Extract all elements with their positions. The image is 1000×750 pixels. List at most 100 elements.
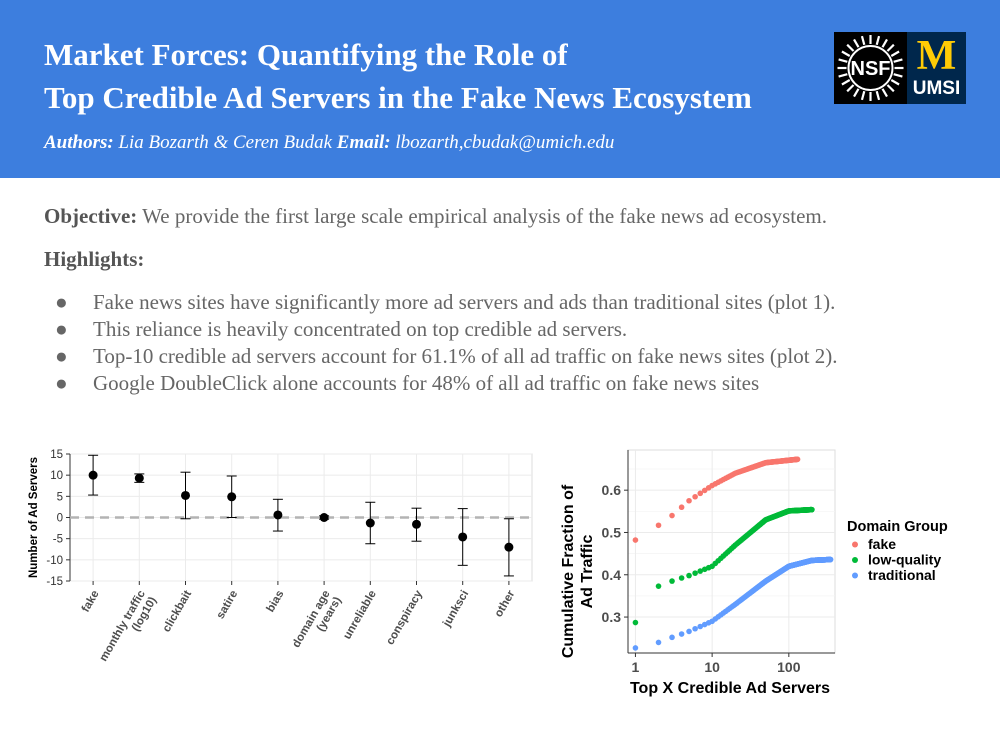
chart1-x-tick-label: monthly traffic(log10) <box>98 588 160 665</box>
chart1-x-tick-label: domain age(years) <box>290 588 344 656</box>
chart2-point <box>669 634 675 641</box>
nsf-ray-icon <box>875 35 881 46</box>
chart2-point <box>697 490 704 497</box>
chart1-x-tick-label-line: conspiracy <box>384 588 425 647</box>
chart1-x-tick-label: other <box>493 588 518 619</box>
chart2-x-tick-label: 1 <box>632 659 640 675</box>
chart2-point <box>827 556 834 563</box>
chart2-y-tick-labels: 0.3 0.4 0.5 0.6 <box>602 482 628 625</box>
chart1-x-tick-label: junksci <box>441 589 472 630</box>
chart2-point <box>678 631 685 637</box>
nsf-ray-icon <box>860 90 866 101</box>
email-label: Email: <box>336 132 391 153</box>
title-line-2: Top Credible Ad Servers in the Fake News… <box>44 80 752 115</box>
highlight-text: Top-10 credible ad servers account for 6… <box>93 344 838 368</box>
nsf-ray-icon <box>846 43 855 52</box>
highlight-text: This reliance is heavily concentrated on… <box>93 317 628 341</box>
chart2-point <box>809 506 815 513</box>
chart1-x-tick-label: fake <box>80 589 102 615</box>
chart2-x-tick-label: 100 <box>777 659 801 675</box>
chart1-x-tick-label-line: satire <box>215 589 241 622</box>
nsf-ray-icon <box>841 79 851 86</box>
highlight-text: Fake news sites have significantly more … <box>93 290 836 314</box>
chart1-x-tick-label-line: unreliable <box>341 589 379 642</box>
nsf-ray-icon <box>881 88 888 98</box>
nsf-ray-icon <box>893 58 903 63</box>
chart2-point <box>669 578 675 584</box>
chart2-legend-key <box>852 557 858 563</box>
nsf-logo: NSF <box>834 32 907 104</box>
umich-block-m: M <box>916 33 957 79</box>
chart2-series-fake <box>632 456 801 543</box>
chart1-point <box>365 518 375 528</box>
chart2-point <box>678 575 685 581</box>
nsf-ray-icon <box>875 90 881 101</box>
chart2-series-low-quality <box>632 506 815 626</box>
chart1-x-tick-label-line: clickbait <box>161 588 194 634</box>
chart2-point <box>686 628 692 635</box>
chart1-x-tick-label: satire <box>215 589 241 622</box>
chart1-y-tick-label: 10 <box>50 470 63 482</box>
chart2-point <box>632 537 639 543</box>
nsf-logo-text: NSF <box>851 58 891 80</box>
chart2-y-axis-label-line: Cumulative Fraction of <box>560 484 577 658</box>
chart2-legend-label: fake <box>868 536 896 552</box>
chart2-point <box>692 570 698 576</box>
nsf-ray-icon <box>853 38 860 48</box>
chart2-legend-key <box>852 572 858 579</box>
chart2-point <box>632 619 639 626</box>
bullet-icon: ● <box>55 344 68 368</box>
chart2-series-traditional <box>632 556 834 651</box>
chart2-point <box>692 625 698 632</box>
chart1-x-tick-label-line: fake <box>80 589 102 615</box>
chart2-point <box>632 645 639 651</box>
nsf-seal-icon: NSF <box>837 35 904 101</box>
chart2-point <box>655 639 662 646</box>
highlights-heading: Highlights: <box>44 247 145 271</box>
chart2-point <box>678 504 685 511</box>
chart1-point <box>458 532 468 542</box>
chart2-point <box>655 522 662 529</box>
chart2-y-tick-label: 0.4 <box>602 567 622 583</box>
authors-line: Authors: Lia Bozarth & Ceren Budak Email… <box>44 132 614 154</box>
objective-label: Objective: <box>44 204 138 228</box>
chart1-y-axis-label: Number of Ad Servers <box>28 457 40 578</box>
chart2-x-axis-label: Top X Credible Ad Servers <box>630 680 830 697</box>
authors-label: Authors: <box>44 132 114 153</box>
chart2-legend-label: traditional <box>868 567 936 583</box>
chart2-point <box>697 623 704 630</box>
chart1-y-tick-label: 5 <box>57 491 63 503</box>
cumulative-traffic-plot: 0.3 0.4 0.5 0.6 1 10 100 Cumulative Fraction … <box>560 449 948 697</box>
chart2-y-tick-label: 0.3 <box>602 609 622 625</box>
chart2-marks <box>632 456 834 651</box>
chart1-y-tick-labels: -15 -10 -5 0 5 10 15 <box>46 449 70 588</box>
chart2-y-axis-label-line: Ad Traffic <box>579 535 596 609</box>
chart2-point <box>697 568 704 574</box>
chart1-point <box>412 519 421 529</box>
chart2-point <box>669 512 675 519</box>
chart1-point <box>504 542 514 552</box>
chart2-y-tick-label: 0.6 <box>602 482 622 498</box>
chart1-point <box>319 513 329 522</box>
chart1-point <box>181 490 190 500</box>
chart2-point <box>686 497 692 504</box>
chart1-x-tick-label: conspiracy <box>384 588 425 647</box>
chart1-y-tick-label: 0 <box>57 513 63 525</box>
nsf-ray-icon <box>881 38 888 48</box>
title-line-1: Market Forces: Quantifying the Role of <box>44 37 568 72</box>
bullet-icon: ● <box>55 371 68 395</box>
chart2-legend-label: low-quality <box>868 552 941 568</box>
chart1-point <box>134 473 144 483</box>
authors-names: Lia Bozarth & Ceren Budak <box>118 132 333 153</box>
umsi-logo-text: UMSI <box>912 78 961 99</box>
chart2-point <box>794 456 801 463</box>
nsf-ray-icon <box>890 50 900 57</box>
chart2-point <box>655 583 662 589</box>
chart2-legend-key <box>852 541 858 548</box>
objective-text: We provide the first large scale empiric… <box>142 204 828 228</box>
chart1-x-tick-label: bias <box>265 589 287 615</box>
nsf-ray-icon <box>841 50 851 57</box>
nsf-ray-icon <box>846 84 855 93</box>
